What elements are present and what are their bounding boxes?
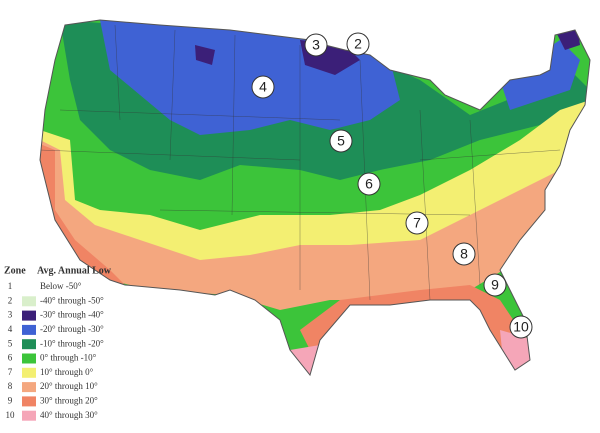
zone-swatch bbox=[22, 367, 36, 378]
zone-marker bbox=[483, 273, 507, 297]
zone-number: 9 bbox=[8, 395, 13, 405]
zone-range: 20° through 10° bbox=[40, 381, 98, 391]
zone-swatch bbox=[22, 396, 36, 407]
zone-region bbox=[195, 45, 215, 65]
zone-marker-label: 8 bbox=[460, 246, 468, 262]
zone-number: 3 bbox=[8, 310, 13, 320]
zone-marker-label: 10 bbox=[513, 319, 529, 335]
zone-number: 8 bbox=[8, 381, 13, 391]
zone-swatch bbox=[22, 339, 36, 350]
zone-region bbox=[555, 30, 580, 50]
zone-number: 7 bbox=[8, 367, 13, 377]
zone-marker-label: 5 bbox=[337, 133, 345, 149]
zone-marker bbox=[329, 129, 353, 153]
zone-swatch bbox=[22, 410, 36, 421]
zone-range: 0° through -10° bbox=[40, 353, 97, 363]
zone-number: 2 bbox=[8, 295, 13, 305]
zone-region bbox=[290, 345, 320, 375]
legend-heading: Zone bbox=[4, 265, 26, 276]
zone-range: -40° through -50° bbox=[40, 295, 104, 305]
zone-range: 10° through 0° bbox=[40, 367, 94, 377]
zone-marker-label: 9 bbox=[491, 277, 499, 293]
zone-range: Below -50° bbox=[40, 281, 82, 291]
zone-number: 4 bbox=[8, 324, 13, 334]
zone-range: -30° through -40° bbox=[40, 310, 104, 320]
zone-range: 30° through 20° bbox=[40, 395, 98, 405]
zone-marker bbox=[452, 242, 476, 266]
zone-marker bbox=[346, 32, 370, 56]
zone-range: -20° through -30° bbox=[40, 324, 104, 334]
zone-marker bbox=[251, 75, 275, 99]
zone-marker-label: 7 bbox=[413, 215, 421, 231]
zone-marker bbox=[357, 172, 381, 196]
zone-region bbox=[40, 140, 560, 310]
zone-range: 40° through 30° bbox=[40, 410, 98, 420]
zone-number: 6 bbox=[8, 353, 13, 363]
zone-swatch bbox=[22, 382, 36, 393]
zone-marker bbox=[405, 211, 429, 235]
legend: Zone Avg. Annual Low 1 Below -50° 2 -40° th… bbox=[4, 265, 112, 421]
zone-marker bbox=[509, 315, 533, 339]
zone-marker-label: 2 bbox=[354, 36, 362, 52]
zone-number: 1 bbox=[8, 281, 13, 291]
zone-marker-label: 6 bbox=[365, 176, 373, 192]
zone-swatch bbox=[22, 310, 36, 321]
zone-swatch bbox=[22, 296, 36, 307]
zone-marker-label: 4 bbox=[259, 79, 267, 95]
zone-number: 5 bbox=[8, 338, 13, 348]
zone-number: 10 bbox=[6, 410, 16, 420]
zone-swatch bbox=[22, 353, 36, 364]
zone-swatch bbox=[22, 324, 36, 335]
legend-heading: Avg. Annual Low bbox=[37, 265, 112, 276]
zone-range: -10° through -20° bbox=[40, 338, 104, 348]
zone-marker-label: 3 bbox=[312, 37, 320, 53]
zone-marker bbox=[304, 33, 328, 57]
